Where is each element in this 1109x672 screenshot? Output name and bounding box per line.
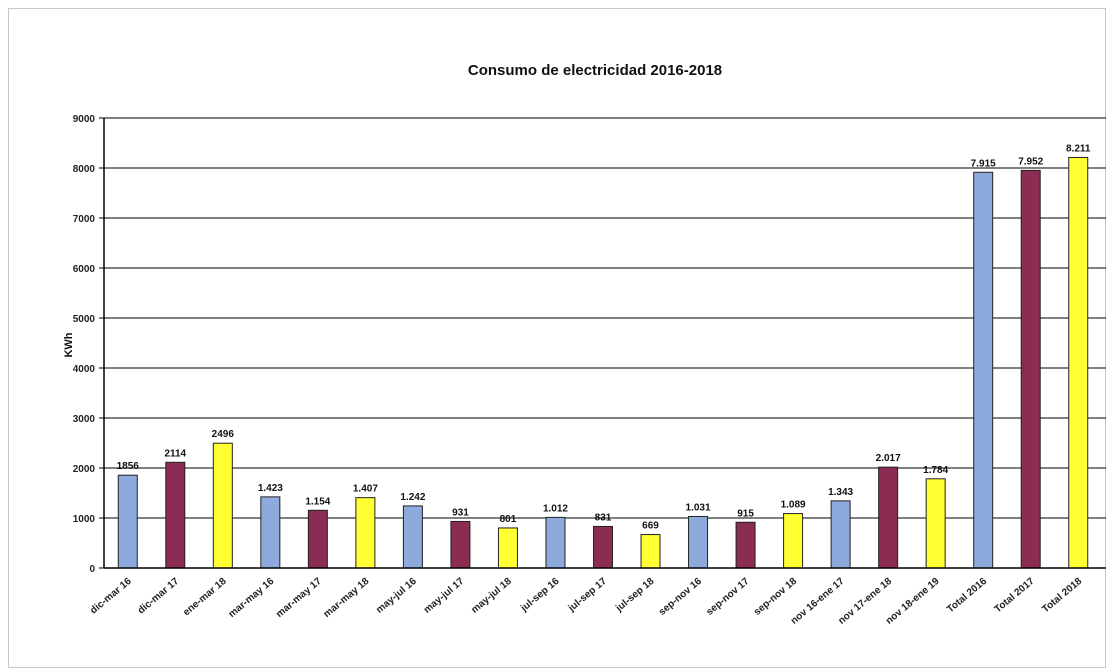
bar xyxy=(1020,169,1041,569)
data-label: 1.407 xyxy=(353,484,378,495)
data-label: 2114 xyxy=(164,448,186,459)
bar xyxy=(165,461,186,569)
x-tick-label: mar-may 17 xyxy=(274,576,324,620)
data-label: 669 xyxy=(642,521,659,532)
bar xyxy=(117,474,138,569)
y-tick-label: 7000 xyxy=(73,214,96,225)
x-tick-label: Total 2017 xyxy=(993,576,1037,616)
bar xyxy=(925,478,946,569)
y-tick-label: 6000 xyxy=(73,264,96,275)
bar xyxy=(355,497,376,569)
data-label: 915 xyxy=(737,508,754,519)
data-label: 1.031 xyxy=(686,502,711,513)
data-label: 2496 xyxy=(212,429,235,440)
bar xyxy=(593,525,613,569)
bar xyxy=(260,496,281,569)
bar xyxy=(1068,156,1089,569)
y-axis-label: KWh xyxy=(63,332,75,357)
bars xyxy=(117,156,1089,569)
y-tick-label: 3000 xyxy=(73,414,96,425)
data-label: 1.423 xyxy=(258,483,283,494)
y-tick-label: 4000 xyxy=(73,364,96,375)
data-label: 7.915 xyxy=(971,158,996,169)
bar xyxy=(735,521,756,569)
data-label: 1.242 xyxy=(400,492,425,503)
y-tick-labels: 0 1000 2000 3000 4000 5000 6000 7000 8000 9000 xyxy=(73,114,96,575)
x-tick-label: sep-nov 16 xyxy=(657,576,704,618)
x-tick-label: dic-mar 16 xyxy=(88,576,134,617)
x-tick-label: sep-nov 17 xyxy=(704,576,751,618)
bar xyxy=(878,466,899,569)
bar xyxy=(307,509,328,569)
y-tick-label: 8000 xyxy=(73,164,96,175)
x-tick-label: sep-nov 18 xyxy=(752,576,799,618)
gridlines xyxy=(99,117,1106,569)
y-tick-label: 1000 xyxy=(73,514,96,525)
y-tick-label: 5000 xyxy=(73,314,96,325)
x-tick-label: Total 2018 xyxy=(1040,576,1084,616)
bar xyxy=(640,534,661,569)
data-label: 931 xyxy=(452,507,469,518)
bar xyxy=(402,505,423,569)
x-tick-label: dic-mar 17 xyxy=(136,576,182,617)
data-label: 8.211 xyxy=(1066,143,1091,154)
data-label: 1856 xyxy=(117,461,140,472)
y-tick-label: 0 xyxy=(89,564,95,575)
chart-title: Consumo de electricidad 2016-2018 xyxy=(468,62,722,79)
bar xyxy=(497,527,518,569)
y-tick-label: 2000 xyxy=(73,464,96,475)
x-tick-label: jul-sep 16 xyxy=(518,576,562,615)
bar xyxy=(830,500,851,569)
x-tick-label: mar-may 16 xyxy=(227,576,277,620)
data-label: 2.017 xyxy=(876,453,901,464)
x-tick-label: Total 2016 xyxy=(945,576,989,616)
data-label: 831 xyxy=(595,512,612,523)
data-label: 801 xyxy=(500,514,517,525)
data-label: 1.343 xyxy=(828,487,853,498)
bar xyxy=(212,442,233,569)
data-labels: 1856 2114 2496 1.423 1.154 1.407 1.242 931 801 1.… xyxy=(117,143,1091,531)
data-label: 1.784 xyxy=(923,465,948,476)
data-label: 1.012 xyxy=(543,503,568,514)
x-tick-label: jul-sep 17 xyxy=(566,576,610,615)
y-tick-label: 9000 xyxy=(73,114,96,125)
x-tick-label: may-jul 17 xyxy=(422,576,467,616)
bar xyxy=(783,513,804,569)
x-tick-label: may-jul 18 xyxy=(469,576,514,616)
data-label: 7.952 xyxy=(1018,156,1043,167)
bar xyxy=(545,516,566,569)
data-label: 1.089 xyxy=(781,500,806,511)
x-tick-label: mar-may 18 xyxy=(322,576,372,620)
data-label: 1.154 xyxy=(305,496,330,507)
x-tick-label: may-jul 16 xyxy=(374,576,419,616)
bar xyxy=(973,171,994,569)
bar xyxy=(688,515,709,569)
bar xyxy=(450,520,471,569)
x-tick-label: ene-mar 18 xyxy=(181,576,229,619)
x-tick-label: jul-sep 18 xyxy=(613,576,657,615)
